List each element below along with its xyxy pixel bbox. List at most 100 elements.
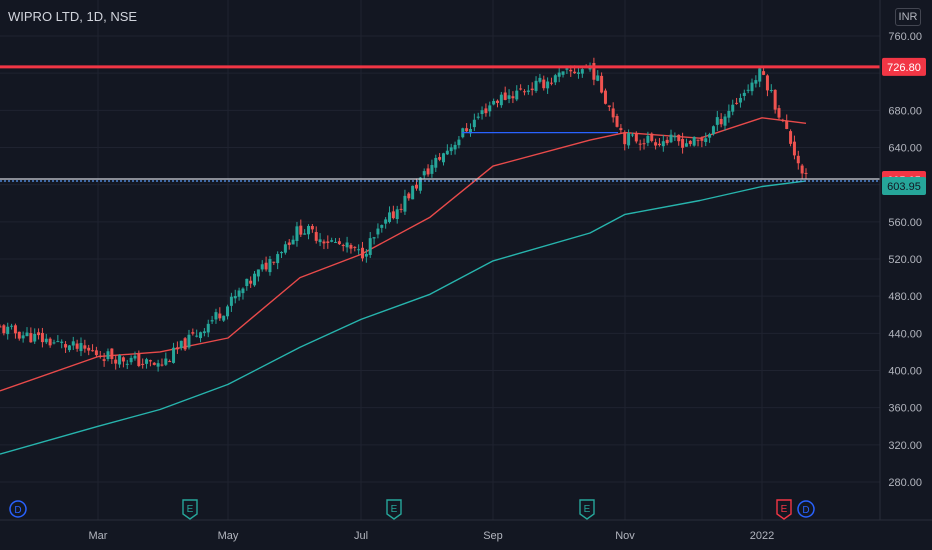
candle-body xyxy=(21,335,25,339)
candle-body xyxy=(519,88,523,90)
earnings-marker-label: E xyxy=(781,504,788,515)
candle-body xyxy=(704,138,708,143)
candle-body xyxy=(287,242,291,245)
candle-body xyxy=(280,252,284,254)
candle-body xyxy=(654,142,658,146)
candle-body xyxy=(160,364,164,366)
candle-body xyxy=(183,338,187,350)
earnings-marker xyxy=(579,499,595,520)
candle-body xyxy=(164,358,168,365)
candle-body xyxy=(465,128,469,132)
candle-body xyxy=(10,325,14,327)
candle-body xyxy=(472,119,476,128)
candle-body xyxy=(453,144,457,150)
candle-body xyxy=(299,225,303,235)
candle-body xyxy=(580,69,584,74)
candle-body xyxy=(349,244,353,249)
candle-body xyxy=(646,135,650,143)
candle-body xyxy=(411,185,415,200)
candle-body xyxy=(129,357,133,363)
candle-body xyxy=(407,193,411,199)
candle-body xyxy=(754,80,758,84)
candle-body xyxy=(237,290,241,297)
candle-body xyxy=(696,139,700,141)
candle-body xyxy=(522,91,526,93)
candle-body xyxy=(226,306,230,317)
candle-body xyxy=(249,280,253,284)
candle-body xyxy=(630,134,634,136)
candle-body xyxy=(565,68,569,70)
candle-body xyxy=(399,208,403,210)
candle-body xyxy=(0,326,2,328)
dividend-marker xyxy=(797,500,815,518)
candle-body xyxy=(665,139,669,144)
candle-body xyxy=(253,273,257,286)
candle-body xyxy=(71,341,75,346)
candle-body xyxy=(75,343,79,349)
candle-body xyxy=(438,157,442,160)
earnings-marker xyxy=(386,499,402,520)
candle-body xyxy=(272,261,276,263)
candle-body xyxy=(283,244,287,253)
candle-body xyxy=(492,101,496,105)
candle-body xyxy=(191,332,195,334)
candle-body xyxy=(561,71,565,75)
candle-body xyxy=(592,62,596,80)
candle-body xyxy=(156,363,160,367)
candle-body xyxy=(353,246,357,248)
candle-body xyxy=(765,75,769,91)
candle-body xyxy=(222,315,226,321)
candle-body xyxy=(233,296,237,299)
candle-body xyxy=(538,77,542,82)
candle-body xyxy=(414,184,418,189)
candle-body xyxy=(83,345,87,349)
candle-body xyxy=(742,92,746,96)
candle-body xyxy=(137,353,141,366)
candle-body xyxy=(403,195,407,212)
candle-body xyxy=(434,157,438,168)
candle-body xyxy=(684,143,688,147)
candle-body xyxy=(719,118,723,125)
candle-body xyxy=(6,326,10,335)
candle-body xyxy=(615,115,619,127)
candle-body xyxy=(735,102,739,104)
candle-body xyxy=(337,241,341,245)
candle-body xyxy=(318,239,322,243)
candle-body xyxy=(530,88,534,91)
candle-body xyxy=(345,242,349,248)
candle-body xyxy=(711,126,715,135)
candle-body xyxy=(322,241,326,244)
candle-body xyxy=(310,226,314,230)
candle-body xyxy=(276,254,280,264)
candle-body xyxy=(569,69,573,72)
candle-body xyxy=(295,226,299,241)
candle-body xyxy=(476,116,480,118)
candle-body xyxy=(600,75,604,93)
y-tick-label: 640.00 xyxy=(888,143,922,155)
candle-body xyxy=(33,333,37,342)
candle-body xyxy=(206,323,210,333)
candle-body xyxy=(534,80,538,91)
candle-body xyxy=(13,325,17,334)
candle-body xyxy=(769,90,773,92)
candle-body xyxy=(376,228,380,235)
candle-body xyxy=(673,136,677,138)
candle-body xyxy=(484,108,488,114)
y-tick-label: 360.00 xyxy=(888,403,922,415)
currency-badge[interactable]: INR xyxy=(895,8,921,26)
y-tick-label: 680.00 xyxy=(888,105,922,117)
candle-body xyxy=(361,247,365,259)
candle-body xyxy=(241,288,245,294)
candle-body xyxy=(40,332,44,343)
candle-body xyxy=(738,97,742,103)
candle-body xyxy=(256,269,260,277)
dividend-marker-label: D xyxy=(14,505,21,516)
candle-body xyxy=(515,90,519,100)
candle-body xyxy=(773,89,777,110)
candle-body xyxy=(326,241,330,243)
candle-body xyxy=(44,338,48,343)
candle-body xyxy=(758,68,762,82)
candle-body xyxy=(557,72,561,77)
